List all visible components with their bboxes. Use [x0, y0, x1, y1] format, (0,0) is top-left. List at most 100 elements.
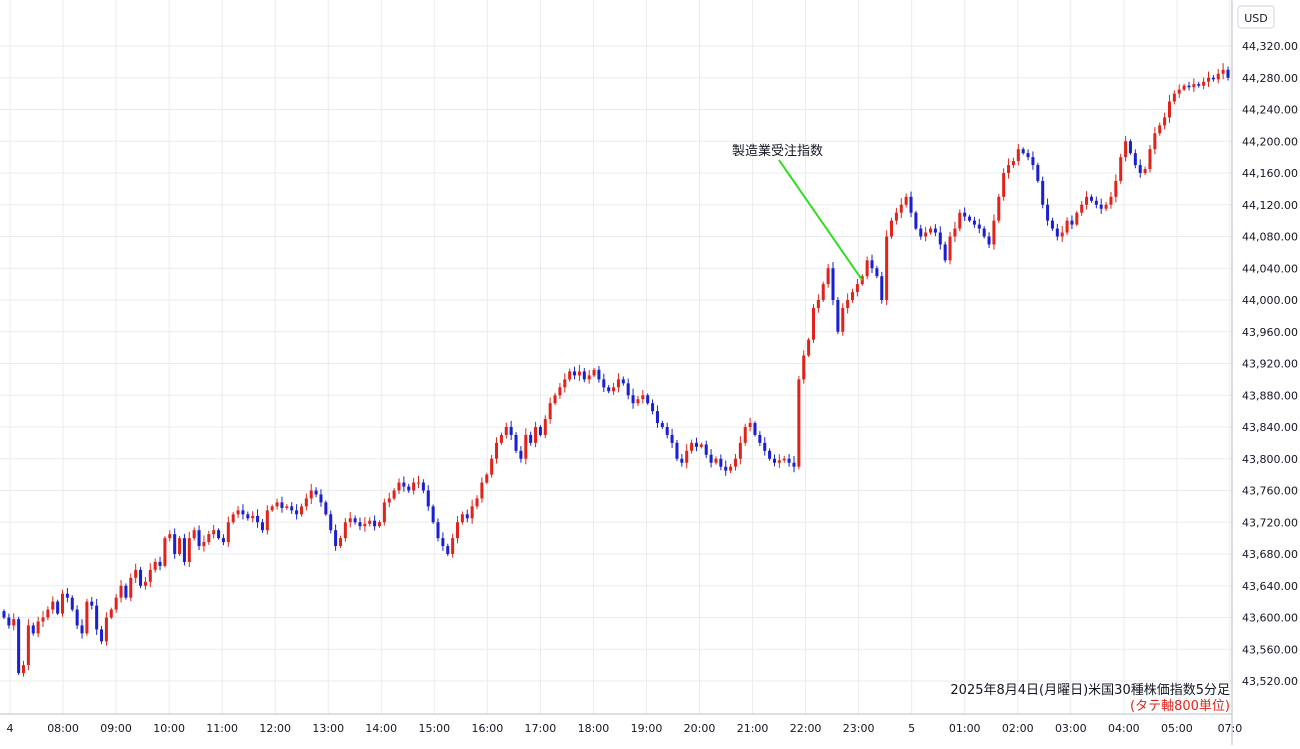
- x-tick-label: 11:00: [206, 722, 238, 735]
- candle-body: [992, 220, 996, 245]
- candle-body: [197, 530, 201, 547]
- candle-body: [51, 601, 55, 610]
- candle-body: [241, 510, 245, 515]
- candle-body: [616, 379, 620, 388]
- candle-body: [338, 538, 342, 547]
- candle-body: [1192, 84, 1196, 88]
- candle-body: [875, 268, 879, 277]
- candle-body: [314, 490, 318, 495]
- candle-body: [1065, 220, 1069, 233]
- candle-body: [714, 458, 718, 463]
- candle-body: [1002, 173, 1006, 197]
- candle-body: [295, 510, 299, 515]
- candle-body: [846, 300, 850, 308]
- candle-body: [7, 617, 11, 626]
- candle-body: [353, 518, 357, 523]
- candle-body: [597, 369, 601, 380]
- candle-body: [753, 423, 757, 435]
- candle-body: [631, 395, 635, 404]
- candle-body: [1060, 232, 1064, 237]
- candle-body: [480, 482, 484, 499]
- candle-body: [899, 204, 903, 213]
- candle-body: [724, 466, 728, 471]
- y-tick-label: 44,320.00: [1242, 40, 1298, 53]
- candle-body: [2, 611, 6, 618]
- candle-body: [558, 387, 562, 396]
- candle-body: [772, 458, 776, 463]
- candle-body: [324, 502, 328, 515]
- candle-body: [972, 220, 976, 225]
- x-tick-label: 01:00: [949, 722, 981, 735]
- candle-body: [534, 427, 538, 443]
- x-tick-label: 13:00: [312, 722, 344, 735]
- candle-body: [124, 585, 128, 598]
- candle-body: [90, 601, 94, 606]
- candle-body: [641, 395, 645, 400]
- x-tick-label: 14:00: [365, 722, 397, 735]
- candle-body: [1011, 161, 1015, 166]
- candle-body: [36, 621, 40, 634]
- candle-body: [1148, 149, 1152, 170]
- y-tick-label: 44,280.00: [1242, 72, 1298, 85]
- candle-body: [953, 228, 957, 237]
- x-tick-label: 08:00: [47, 722, 79, 735]
- candle-body: [217, 530, 221, 539]
- y-tick-label: 44,080.00: [1242, 231, 1298, 244]
- candle-body: [1021, 149, 1025, 154]
- x-tick-label: 4: [7, 722, 14, 735]
- candle-body: [56, 601, 60, 614]
- candle-body: [75, 609, 79, 626]
- candle-body: [456, 522, 460, 539]
- candle-body: [1016, 149, 1020, 162]
- candle-body: [563, 379, 567, 388]
- candle-body: [855, 284, 859, 293]
- x-tick-label: 09:00: [100, 722, 132, 735]
- candle-body: [553, 395, 557, 404]
- candle-body: [114, 597, 118, 610]
- candle-body: [61, 593, 65, 614]
- candle-body: [607, 387, 611, 392]
- candle-body: [1138, 165, 1142, 173]
- x-tick-label: 03:00: [1055, 722, 1087, 735]
- candle-body: [358, 522, 362, 527]
- candle-body: [436, 522, 440, 539]
- candle-body: [958, 212, 962, 229]
- x-tick-label: 12:00: [259, 722, 291, 735]
- candle-body: [1046, 204, 1050, 221]
- x-tick-label: 19:00: [631, 722, 663, 735]
- candle-body: [1216, 73, 1220, 80]
- candle-body: [880, 276, 884, 300]
- candle-body: [407, 486, 411, 491]
- candle-body: [890, 220, 894, 237]
- candle-body: [1050, 220, 1054, 229]
- candle-body: [1055, 228, 1059, 237]
- candle-body: [802, 355, 806, 380]
- candle-body: [392, 490, 396, 499]
- candle-body: [826, 268, 830, 285]
- candle-body: [490, 458, 494, 475]
- candle-body: [655, 411, 659, 424]
- candle-body: [977, 224, 981, 229]
- candle-body: [70, 597, 74, 610]
- candle-body: [377, 522, 382, 527]
- candle-body: [446, 546, 450, 554]
- y-tick-label: 43,520.00: [1242, 675, 1298, 688]
- candle-body: [929, 228, 933, 233]
- candle-body: [729, 466, 733, 471]
- candle-body: [748, 423, 752, 427]
- candle-body: [1080, 204, 1084, 213]
- candle-body: [943, 244, 947, 261]
- candle-body: [441, 538, 445, 547]
- candle-body: [651, 403, 655, 412]
- currency-box[interactable]: [1237, 5, 1275, 29]
- candle-body: [475, 498, 479, 507]
- candle-body: [626, 383, 630, 396]
- candle-body: [256, 515, 260, 523]
- candle-body: [143, 581, 147, 586]
- candle-body: [831, 268, 835, 300]
- candle-body: [909, 196, 913, 213]
- candle-body: [514, 434, 518, 451]
- candle-body: [646, 395, 650, 404]
- candle-body: [119, 585, 123, 598]
- candle-body: [948, 236, 952, 261]
